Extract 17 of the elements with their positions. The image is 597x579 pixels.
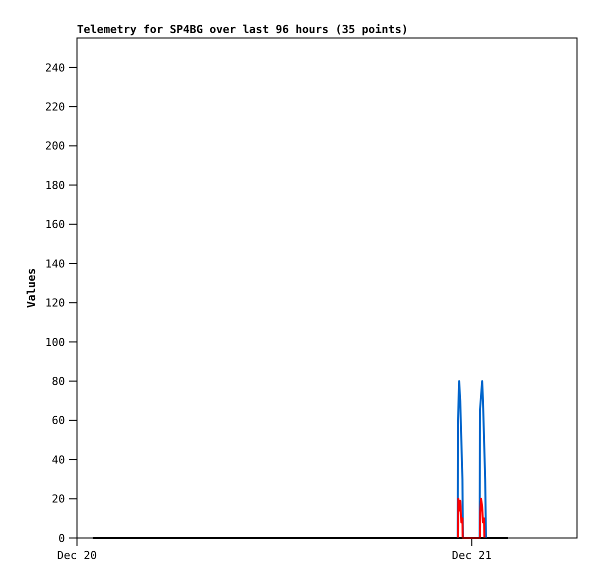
x-tick-label: Dec 20 xyxy=(57,549,97,562)
y-tick-label: 0 xyxy=(58,532,65,545)
y-tick-label: 40 xyxy=(52,453,65,466)
y-tick-label: 80 xyxy=(52,374,65,388)
y-tick-label: 160 xyxy=(45,218,65,232)
y-tick-label: 100 xyxy=(45,336,65,349)
x-tick-label: Dec 21 xyxy=(452,549,492,562)
y-tick-label: 200 xyxy=(45,140,65,153)
y-tick-label: 220 xyxy=(45,100,65,114)
y-tick-label: 120 xyxy=(45,296,65,310)
y-axis-title: Values xyxy=(25,268,38,308)
chart-title: Telemetry for SP4BG over last 96 hours (35 points) xyxy=(77,23,408,36)
y-tick-label: 140 xyxy=(45,257,65,270)
y-tick-label: 240 xyxy=(45,61,65,74)
y-tick-label: 20 xyxy=(52,492,65,506)
y-tick-label: 180 xyxy=(45,178,65,192)
y-tick-label: 60 xyxy=(52,414,65,428)
